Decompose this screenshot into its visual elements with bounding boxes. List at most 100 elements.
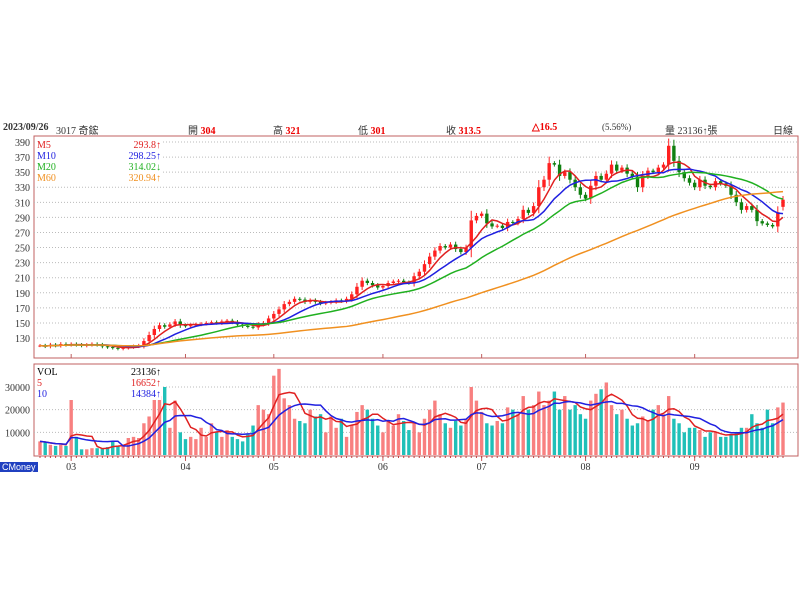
volume-bar [282,398,286,455]
volume-bar [604,382,609,455]
volume-bar [770,423,775,455]
month-label: 07 [477,462,487,473]
volume-bar [209,423,214,455]
volume-bar [521,396,525,455]
volume-tick-label: 10000 [5,428,30,439]
volume-bar [542,405,546,455]
candle-body [225,320,229,322]
vol-ma10-line [39,400,784,447]
candle-body [661,164,666,168]
volume-bar [438,414,442,455]
month-label: 04 [180,462,190,473]
candle-body [287,301,292,305]
price-tick-label: 150 [15,319,30,330]
volume-bar [376,425,380,455]
volume-bar [266,414,271,455]
volume-bar [402,421,406,455]
close-value: 313.5 [458,126,482,137]
legend-row: 10 14384↑ [37,389,161,400]
price-tick-label: 130 [15,334,30,345]
low-value: 301 [370,126,386,137]
candle-body [116,347,120,349]
volume-bar [69,398,73,455]
candle-body [298,298,302,300]
price-tick-label: 210 [15,274,30,285]
volume-bar [292,418,297,455]
volume-bar [64,445,68,455]
volume-bar [578,414,583,455]
candle-body [142,341,146,346]
candle-body [630,173,635,177]
candle-body [552,163,557,165]
change-value: △16.5 [532,122,558,133]
volume-bar [776,407,780,455]
volume-bar [677,423,681,455]
price-tick-label: 170 [15,304,30,315]
volume-bar [479,411,484,455]
open-label: 開 [188,126,198,137]
candle-body [583,194,588,199]
legend-name: M20 [37,162,56,173]
candle-body [609,164,614,174]
volume-bar [204,436,208,455]
legend-value: 314.02↓ [128,162,162,173]
candle-body [651,170,655,173]
candle-body [568,172,572,180]
price-tick-label: 250 [15,244,30,255]
volume-bar [755,423,759,455]
candle-body [157,325,162,329]
volume-bar [116,445,120,455]
volume-bar [765,409,770,455]
volume-bar [485,423,489,455]
low-price: 低 301 [358,122,386,137]
volume-bar [583,418,588,455]
volume-bar [344,436,349,455]
candle-body [453,244,458,250]
volume-bar [381,432,385,455]
volume-bar [334,427,338,455]
candle-body [464,247,468,253]
volume-bar [74,436,79,455]
candle-body [781,199,785,207]
volume-bar [386,421,390,455]
candle-body [641,175,645,188]
period-selector[interactable]: 日線 [773,126,793,137]
high-value: 321 [285,126,301,137]
volume-bar [552,391,557,455]
volume-bar [214,432,219,455]
volume-bar [474,400,479,455]
volume-tick-label: 30000 [5,383,30,394]
price-tick-label: 350 [15,168,30,179]
candle-body [162,325,167,327]
candle-body [698,179,702,188]
volume-bar [240,441,245,455]
candle-body [687,178,692,183]
volume-bar [194,439,198,455]
volume-bar [547,400,551,455]
candle-body [204,322,208,324]
volume-bar [594,393,598,455]
volume-bar [355,411,359,455]
price-tick-label: 370 [15,153,30,164]
candle-body [485,213,489,224]
candle-body [438,246,442,251]
volume-bar [188,436,193,455]
candle-body [589,185,593,199]
volume-bar [490,425,494,455]
volume-bar [625,418,629,455]
volume-bar [537,391,541,455]
volume-bar [718,436,723,455]
volume-bar [90,448,94,455]
candle-body [755,209,759,222]
candle-body [490,223,494,227]
candle-body [355,286,359,295]
legend-row: M20 314.02↓ [37,162,161,173]
candle-body [417,271,421,277]
volume-bar [350,425,354,455]
volume-bar [635,423,640,455]
candle-body [178,321,182,326]
price-tick-label: 190 [15,289,30,300]
candle-body [479,213,484,216]
volume-bar [599,389,603,455]
candle-body [604,173,609,180]
